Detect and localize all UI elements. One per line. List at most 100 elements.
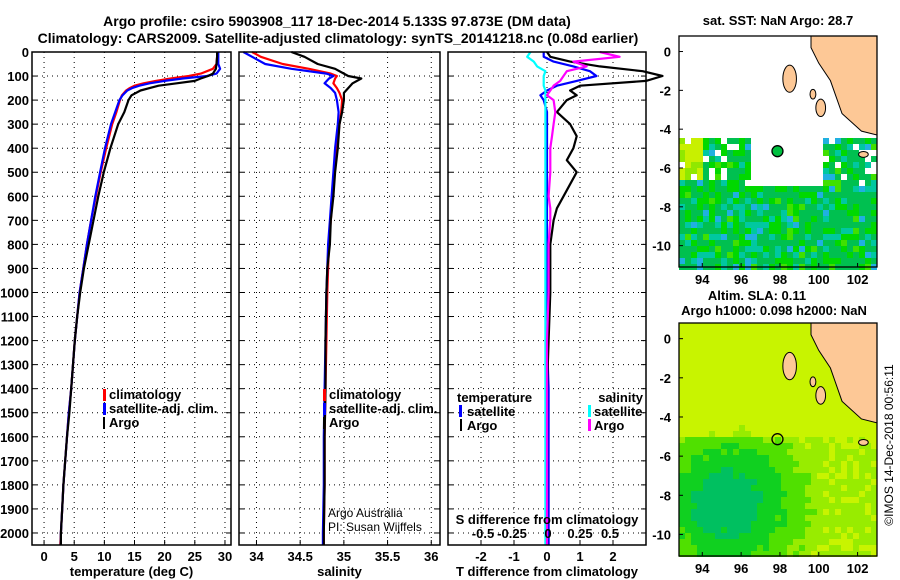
map-cell [733, 401, 739, 407]
map-cell [703, 347, 709, 353]
map-cell [709, 479, 715, 485]
map-cell [745, 473, 751, 479]
map-cell [799, 335, 805, 341]
map-cell [697, 365, 703, 371]
map-cell [751, 329, 757, 335]
map-cell [751, 383, 757, 389]
map-cell [685, 240, 691, 246]
map-cell [823, 186, 829, 192]
map-cell [799, 252, 805, 258]
map-cell [775, 258, 781, 264]
map-cell [781, 222, 787, 228]
map-cell [679, 485, 685, 491]
map-cell [859, 533, 865, 539]
map-cell [787, 461, 793, 467]
map-cell [835, 234, 841, 240]
map-cell [805, 467, 811, 473]
map-cell [769, 252, 775, 258]
map-cell [841, 467, 847, 473]
map-cell [745, 443, 751, 449]
map-cell [781, 533, 787, 539]
map-cell [751, 461, 757, 467]
map-cell [769, 365, 775, 371]
map-cell [721, 479, 727, 485]
map-cell [733, 509, 739, 515]
map-cell [853, 198, 859, 204]
map-cell [709, 401, 715, 407]
map-cell [793, 228, 799, 234]
map-cell [709, 383, 715, 389]
map-cell [823, 144, 829, 150]
map-cell [799, 473, 805, 479]
map-cell [817, 479, 823, 485]
map-cell [727, 467, 733, 473]
map-cell [787, 467, 793, 473]
map-cell [853, 491, 859, 497]
plot-frame [447, 51, 647, 546]
y-tick-label: -6 [659, 449, 671, 464]
map-cell [781, 258, 787, 264]
map-cell [733, 449, 739, 455]
map-cell [841, 497, 847, 503]
map-cell [829, 174, 835, 180]
map-cell [703, 210, 709, 216]
map-cell [817, 246, 823, 252]
secondary-x-tick-label: 0.25 [567, 526, 592, 541]
map-cell [823, 150, 829, 156]
map-cell [829, 258, 835, 264]
map-cell [721, 395, 727, 401]
map-cell [781, 389, 787, 395]
map-cell [739, 210, 745, 216]
map-cell [847, 258, 853, 264]
map-cell [841, 425, 847, 431]
map-cell [697, 234, 703, 240]
map-cell [781, 186, 787, 192]
map-cell [781, 210, 787, 216]
map-cell [853, 473, 859, 479]
map-cell [859, 138, 865, 144]
map-cell [709, 198, 715, 204]
legend-swatch-climatology [103, 389, 106, 401]
map-cell [751, 455, 757, 461]
map-cell [829, 252, 835, 258]
map-cell [823, 138, 829, 144]
map-cell [859, 455, 865, 461]
map-cell [769, 323, 775, 329]
y-tick-label: 1200 [0, 334, 29, 349]
map-cell [733, 234, 739, 240]
map-cell [805, 485, 811, 491]
map-cell [709, 144, 715, 150]
map-cell [817, 234, 823, 240]
map-cell [859, 527, 865, 533]
map-cell [793, 204, 799, 210]
map-cell [865, 174, 871, 180]
map-cell [751, 551, 757, 557]
map-cell [697, 222, 703, 228]
map-cell [715, 503, 721, 509]
map-cell [679, 252, 685, 258]
map-cell [799, 419, 805, 425]
map-cell [691, 377, 697, 383]
map-cell [859, 156, 865, 162]
legend-label-t-satellite: satellite [467, 404, 515, 419]
map-cell [727, 252, 733, 258]
map-cell [739, 443, 745, 449]
map-cell [781, 347, 787, 353]
map-cell [847, 198, 853, 204]
map-cell [685, 204, 691, 210]
map-cell [679, 258, 685, 264]
map-cell [733, 551, 739, 557]
map-cell [781, 234, 787, 240]
map-cell [799, 365, 805, 371]
map-cell [859, 521, 865, 527]
map-cell [781, 407, 787, 413]
map-cell [715, 455, 721, 461]
map-cell [757, 234, 763, 240]
map-cell [841, 413, 847, 419]
map-cell [871, 497, 877, 503]
map-cell [745, 437, 751, 443]
map-cell [751, 252, 757, 258]
map-cell [865, 521, 871, 527]
map-cell [829, 437, 835, 443]
map-cell [817, 198, 823, 204]
